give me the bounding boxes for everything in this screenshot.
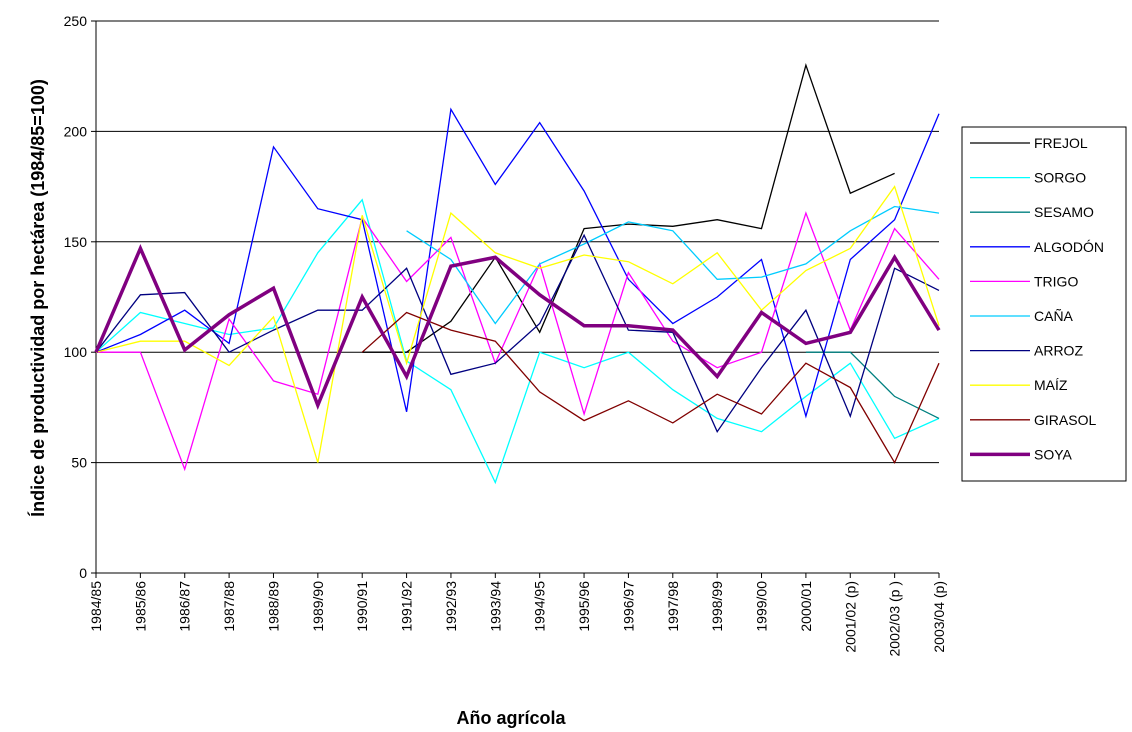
y-tick-labels: 0 50 100 150 200 250	[64, 13, 88, 581]
x-tick-label: 2003/04 (p)	[931, 581, 947, 653]
legend-label-soya: SOYA	[1034, 446, 1073, 462]
legend: FREJOL SORGO SESAMO ALGODÓN TRIGO CAÑA ARROZ MA…	[961, 126, 1127, 482]
series-line-sesamo	[805, 351, 940, 419]
x-tick-label: 1995/96	[576, 581, 592, 632]
series-line-sorgo	[95, 198, 940, 485]
x-tick-labels: 1984/85 1985/86 1986/87 1987/88 1988/89 1989/…	[88, 581, 947, 657]
x-tick-label: 1988/89	[265, 581, 281, 632]
series-line-maiz	[95, 185, 940, 463]
x-tick-label: 1998/99	[709, 581, 725, 632]
legend-label-sesamo: SESAMO	[1034, 204, 1094, 220]
x-tick-label: 1994/95	[532, 581, 548, 632]
y-tick-label: 100	[64, 344, 88, 360]
plot-area	[96, 21, 939, 573]
x-tick-label: 1993/94	[487, 581, 503, 632]
legend-label-algodon: ALGODÓN	[1034, 239, 1104, 255]
x-tick-label: 1987/88	[221, 581, 237, 632]
legend-label-frejol: FREJOL	[1034, 135, 1088, 151]
x-tick-label: 1989/90	[310, 581, 326, 632]
legend-label-sorgo: SORGO	[1034, 170, 1086, 186]
x-tick-label: 1986/87	[177, 581, 193, 632]
x-tick-label: 2000/01	[798, 581, 814, 632]
x-tick-label: 1999/00	[754, 581, 770, 632]
x-tick-label: 2001/02 (p)	[842, 581, 858, 653]
x-tick-label: 2002/03 (p )	[887, 581, 903, 657]
legend-label-arroz: ARROZ	[1034, 343, 1083, 359]
series-line-girasol	[361, 311, 940, 465]
legend-label-cana: CAÑA	[1034, 308, 1074, 324]
x-tick-label: 1991/92	[399, 581, 415, 632]
legend-label-maiz: MAÍZ	[1034, 377, 1068, 393]
x-tick-label: 1990/91	[354, 581, 370, 632]
x-tick-label: 1992/93	[443, 581, 459, 632]
series-line-arroz	[95, 233, 940, 434]
y-tick-label: 200	[64, 123, 88, 139]
x-axis-title: Año agrícola	[456, 708, 566, 728]
gridlines	[96, 20, 939, 464]
series-line-frejol	[362, 62, 895, 353]
x-tick-label: 1997/98	[665, 581, 681, 632]
series-line-soya	[94, 243, 941, 410]
series-line-cana	[406, 205, 940, 325]
series-line-trigo	[96, 211, 940, 472]
x-tick-label: 1984/85	[88, 581, 104, 632]
legend-label-girasol: GIRASOL	[1034, 412, 1096, 428]
series-lines	[94, 62, 941, 485]
series-line-algodon	[95, 107, 940, 419]
axes	[91, 20, 940, 578]
legend-box	[961, 126, 1127, 482]
legend-label-trigo: TRIGO	[1034, 273, 1078, 289]
y-tick-label: 150	[64, 234, 88, 250]
y-tick-label: 250	[64, 13, 88, 29]
y-axis-title: Índice de productividad por hectárea (19…	[27, 79, 48, 517]
x-tick-label: 1996/97	[620, 581, 636, 632]
y-tick-label: 50	[71, 455, 87, 471]
x-tick-label: 1985/86	[132, 581, 148, 632]
y-tick-label: 0	[79, 565, 87, 581]
